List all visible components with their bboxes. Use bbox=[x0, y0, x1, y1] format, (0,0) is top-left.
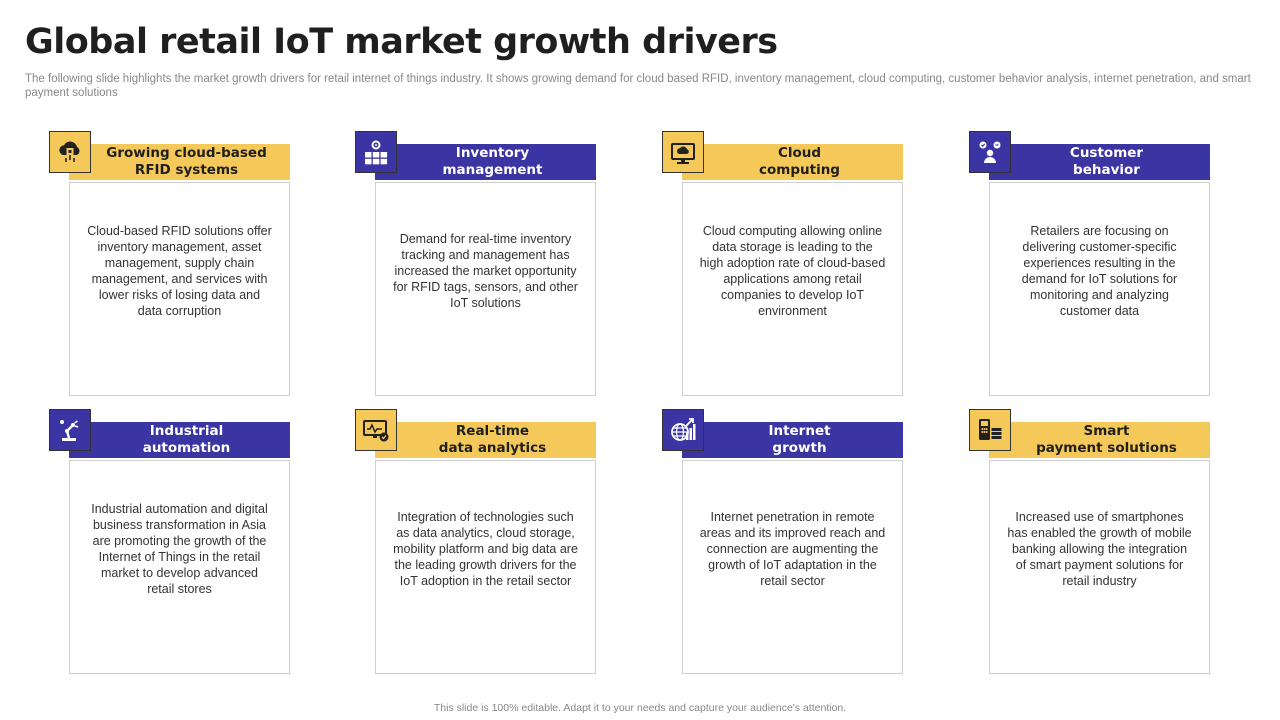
card-text: Retailers are focusing on delivering cus… bbox=[1021, 224, 1178, 318]
card-body: Industrial automation and digital busine… bbox=[69, 460, 290, 674]
card-text: Cloud-based RFID solutions offer invento… bbox=[87, 224, 272, 318]
card-body: Demand for real-time inventory tracking … bbox=[375, 182, 596, 396]
card-real-time-data-analytics: Real-time data analytics Integration of … bbox=[355, 409, 600, 679]
card-growing-cloud-rfid: Growing cloud-based RFID systems Cloud-b… bbox=[49, 131, 294, 401]
card-title: Smart payment solutions bbox=[989, 422, 1210, 458]
card-smart-payment-solutions: Smart payment solutions Increased use of… bbox=[969, 409, 1214, 679]
card-body: Retailers are focusing on delivering cus… bbox=[989, 182, 1210, 396]
globe-growth-icon bbox=[662, 409, 704, 451]
card-title: Real-time data analytics bbox=[375, 422, 596, 458]
page-title: Global retail IoT market growth drivers bbox=[25, 22, 778, 62]
card-body: Cloud computing allowing online data sto… bbox=[682, 182, 903, 396]
card-text: Demand for real-time inventory tracking … bbox=[393, 232, 578, 310]
card-title: Growing cloud-based RFID systems bbox=[69, 144, 290, 180]
boxes-gear-icon bbox=[355, 131, 397, 173]
card-text: Cloud computing allowing online data sto… bbox=[699, 224, 886, 318]
cloud-chip-icon bbox=[49, 131, 91, 173]
card-body: Integration of technologies such as data… bbox=[375, 460, 596, 674]
card-customer-behavior: Customer behavior Retailers are focusing… bbox=[969, 131, 1214, 401]
card-cloud-computing: Cloud computing Cloud computing allowing… bbox=[662, 131, 907, 401]
page-subtitle: The following slide highlights the marke… bbox=[25, 73, 1251, 99]
payment-terminal-icon bbox=[969, 409, 1011, 451]
card-title: Internet growth bbox=[682, 422, 903, 458]
card-text: Integration of technologies such as data… bbox=[393, 510, 578, 588]
robot-arm-icon bbox=[49, 409, 91, 451]
card-text: Internet penetration in remote areas and… bbox=[699, 510, 886, 588]
customer-icon bbox=[969, 131, 1011, 173]
footer-note: This slide is 100% editable. Adapt it to… bbox=[433, 702, 847, 714]
card-title: Industrial automation bbox=[69, 422, 290, 458]
card-title: Cloud computing bbox=[682, 144, 903, 180]
card-body: Increased use of smartphones has enabled… bbox=[989, 460, 1210, 674]
card-text: Increased use of smartphones has enabled… bbox=[1007, 510, 1192, 588]
card-text: Industrial automation and digital busine… bbox=[91, 502, 268, 596]
card-internet-growth: Internet growth Internet penetration in … bbox=[662, 409, 907, 679]
card-industrial-automation: Industrial automation Industrial automat… bbox=[49, 409, 294, 679]
card-body: Cloud-based RFID solutions offer invento… bbox=[69, 182, 290, 396]
analytics-monitor-icon bbox=[355, 409, 397, 451]
card-inventory-management: Inventory management Demand for real-tim… bbox=[355, 131, 600, 401]
card-title: Inventory management bbox=[375, 144, 596, 180]
card-body: Internet penetration in remote areas and… bbox=[682, 460, 903, 674]
cloud-monitor-icon bbox=[662, 131, 704, 173]
card-title: Customer behavior bbox=[989, 144, 1210, 180]
